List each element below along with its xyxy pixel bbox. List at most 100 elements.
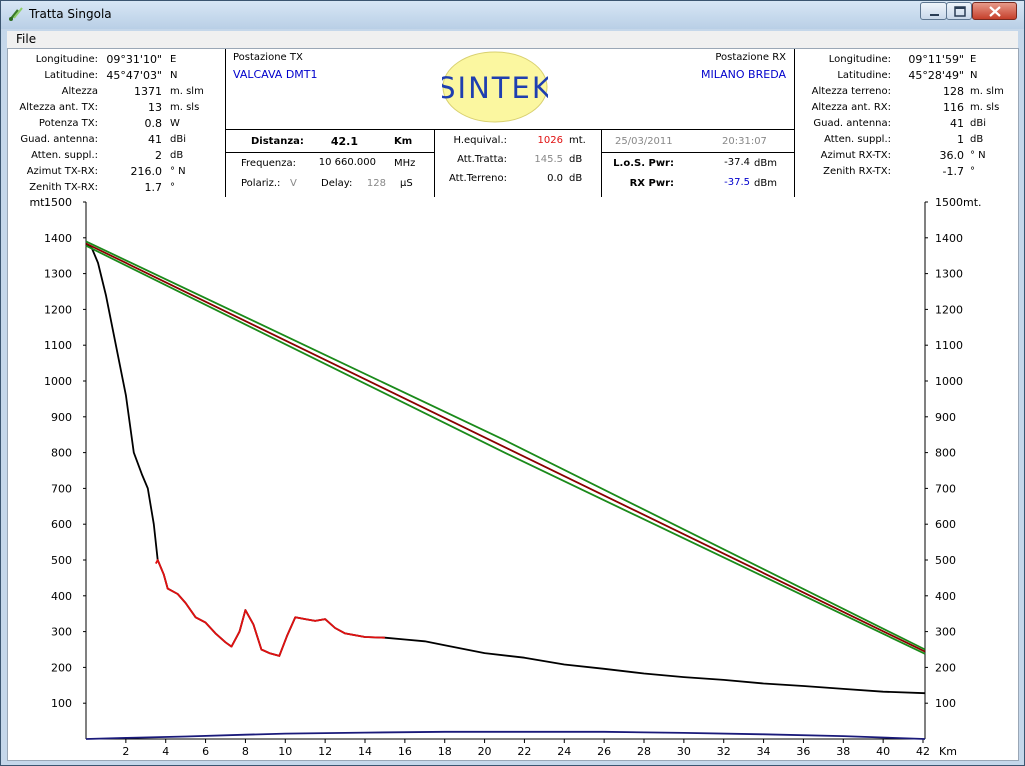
x-tick-label: 6 [202,745,209,758]
frequenza-value: 10 660.000 [318,157,376,168]
tx-param-unit: ° [170,182,175,193]
x-tick-label: 8 [242,745,249,758]
close-button[interactable] [972,2,1017,20]
y-tick-label-left: 600 [51,518,72,531]
tx-param-label: Potenza TX: [38,118,98,129]
x-tick-label: 28 [637,745,651,758]
menu-file[interactable]: File [16,32,37,46]
rx-param-unit: dB [970,134,984,145]
title-bar[interactable]: Tratta Singola [1,1,1024,29]
rx-param-value: 09°11'59" [908,53,964,66]
attterreno-unit: dB [569,173,583,184]
y-tick-label-left: 1500 [44,197,72,209]
atttratta-value: 145.5 [534,154,563,165]
polariz-value: V [290,178,297,189]
divider [225,49,226,197]
divider [794,49,795,197]
y-tick-label-right: 500 [935,554,956,567]
divider [601,152,794,153]
rx-param-label: Altezza ant. RX: [811,102,891,113]
y-tick-label-left: 900 [51,411,72,424]
delay-value: 128 [366,178,386,189]
y-tick-label-right: 1000 [935,375,963,388]
x-tick-label: 32 [717,745,731,758]
tx-param-value: 216.0 [130,165,163,178]
rx-param-value: 36.0 [939,149,965,162]
x-tick-label: 34 [757,745,771,758]
maximize-button[interactable] [946,2,972,20]
divider [225,129,794,130]
x-tick-label: 10 [278,745,292,758]
distanza-label: Distanza: [251,136,304,147]
series-line-2 [85,242,926,653]
tx-station-label: Postazione TX [233,52,303,63]
rx-param-value: 41 [950,117,964,130]
rx-station-name: MILANO BREDA [701,68,786,81]
hequiv-value: 1026 [537,135,563,146]
rx-param-unit: ° N [970,150,986,161]
hequiv-label: H.equival.: [453,135,507,146]
y-tick-label-left: 100 [51,697,72,710]
x-tick-label: 2 [122,745,129,758]
x-tick-label: 12 [318,745,332,758]
rx-param-value: 45°28'49" [908,69,964,82]
tx-param-value: 13 [148,101,162,114]
rx-param-value: 1 [957,133,964,146]
y-tick-label-left: 1400 [44,232,72,245]
frequenza-label: Frequenza: [241,158,296,169]
antenna-app-icon [9,7,23,21]
y-unit-left: mt. [29,197,48,209]
x-tick-label: 38 [836,745,850,758]
attterreno-label: Att.Terreno: [448,173,507,184]
plot-area [86,202,925,739]
main-panel: Longitudine: 09°31'10" E Latitudine: 45°47'0… [7,48,1019,761]
tx-param-label: Azimut TX-RX: [26,166,98,177]
series-line-1 [155,559,385,657]
window-title: Tratta Singola [29,7,112,21]
rx-param-value: 116 [943,101,964,114]
rx-param-unit: m. sls [970,102,1000,113]
series-line-4 [85,244,926,655]
distanza-unit: Km [394,136,413,147]
x-tick-label: 20 [478,745,492,758]
rx-param-unit: N [970,70,978,81]
y-tick-label-left: 700 [51,482,72,495]
los-label: L.o.S. Pwr: [613,158,674,169]
minimize-button[interactable] [920,2,947,20]
close-icon [989,6,1001,17]
hequiv-unit: mt. [569,135,586,146]
y-tick-label-left: 400 [51,590,72,603]
y-tick-label-right: 1400 [935,232,963,245]
rx-param-label: Azimut RX-TX: [820,150,891,161]
tx-param-value: 09°31'10" [106,53,162,66]
tx-param-label: Longitudine: [35,54,98,65]
y-tick-label-right: 100 [935,697,956,710]
tx-param-label: Guad. antenna: [20,134,98,145]
y-tick-label-right: 1100 [935,339,963,352]
y-tick-label-left: 800 [51,447,72,460]
tx-param-unit: W [170,118,180,129]
y-tick-label-right: 1200 [935,303,963,316]
y-tick-label-right: 900 [935,411,956,424]
y-tick-label-right: 1500 [935,197,963,209]
frequenza-unit: MHz [394,158,416,169]
divider [601,129,602,197]
series-line-3 [85,240,926,651]
rx-param-unit: dBi [970,118,986,129]
x-tick-label: 14 [358,745,372,758]
tx-param-value: 1.7 [144,181,163,194]
atttratta-label: Att.Tratta: [457,154,507,165]
rx-pwr-unit: dBm [754,178,777,189]
rx-pwr-label: RX Pwr: [629,178,674,189]
tx-param-label: Altezza [61,86,98,97]
delay-label: Delay: [321,178,353,189]
x-tick-label: 30 [677,745,691,758]
rx-param-unit: E [970,54,977,65]
series-line-5 [85,730,926,740]
tx-param-value: 1371 [134,85,162,98]
svg-text:SINTEK: SINTEK [442,71,548,105]
tx-param-unit: dB [170,150,184,161]
y-tick-label-right: 800 [935,447,956,460]
atttratta-unit: dB [569,154,583,165]
y-tick-label-left: 1200 [44,303,72,316]
